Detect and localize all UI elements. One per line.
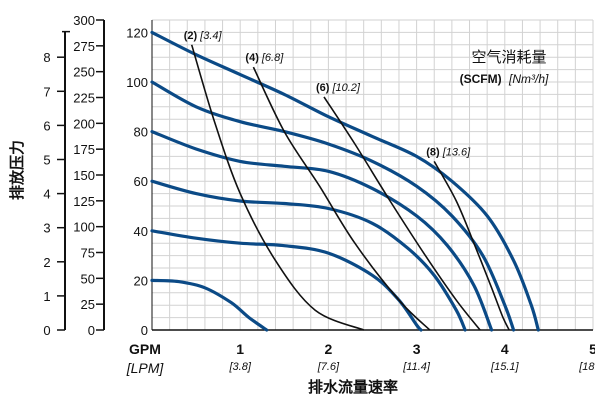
x-unit-label: GPM — [129, 341, 161, 357]
performance-curve-3 — [150, 130, 494, 332]
ft-tick-label: 175 — [73, 142, 95, 157]
x-tick-label: 3 — [413, 341, 421, 357]
performance-curve-4 — [150, 179, 467, 332]
psi-tick-label: 80 — [134, 125, 148, 140]
performance-curve-6 — [150, 278, 269, 332]
x-tick-sublabel: [15.1] — [490, 361, 519, 373]
y-axis-title: 排放压力 — [8, 140, 26, 200]
performance-curves — [150, 30, 540, 332]
air-line-4 — [433, 161, 510, 331]
psi-tick-label: 0 — [141, 323, 148, 338]
bar-tick-label: 6 — [43, 118, 50, 133]
x-tick-sublabel: [18.9] — [578, 361, 595, 373]
ft-tick-label: 100 — [73, 220, 95, 235]
ft-tick-label: 200 — [73, 116, 95, 131]
labels: (2) [3.4] (4) [6.8] (6) [10.2] (8) [13.6] — [184, 30, 471, 159]
ft-tick-label: 275 — [73, 39, 95, 54]
legend-units: (SCFM) [Nm³/h] — [460, 70, 549, 87]
air-consumption-lines — [190, 44, 510, 331]
bar-tick-label: 3 — [43, 221, 50, 236]
bar-tick-label: 0 — [43, 323, 50, 338]
bar-tick-label: 4 — [43, 187, 50, 202]
psi-tick-label: 40 — [134, 224, 148, 239]
ft-tick-label: 0 — [88, 323, 95, 338]
ft-tick-label: 150 — [73, 168, 95, 183]
performance-curve-5 — [150, 229, 423, 332]
bar-tick-label: 2 — [43, 255, 50, 270]
x-tick-label: 1 — [236, 341, 244, 357]
performance-curve-1 — [150, 30, 540, 332]
bar-tick-label: 1 — [43, 289, 50, 304]
legend-title: 空气消耗量 — [471, 48, 546, 66]
air-line-3 — [323, 96, 481, 331]
ft-tick-label: 25 — [81, 297, 95, 312]
x-tick-label: 2 — [325, 341, 333, 357]
bar-tick-label: 7 — [43, 84, 50, 99]
air-line-label-3: (6) [10.2] — [316, 82, 361, 94]
ft-tick-label: 300 — [73, 13, 95, 28]
ft-tick-label: 250 — [73, 65, 95, 80]
x-tick-label: 5 — [589, 341, 595, 357]
air-line-label-4: (8) [13.6] — [426, 146, 471, 158]
air-line-1 — [190, 44, 365, 331]
air-line-label-2: (4) [6.8] — [245, 52, 284, 64]
air-line-2 — [252, 66, 431, 331]
x-axis-title: 排水流量速率 — [308, 378, 398, 396]
psi-tick-label: 20 — [134, 273, 148, 288]
psi-tick-label: 100 — [126, 75, 148, 90]
x-tick-label: 4 — [501, 341, 509, 357]
x-tick-sublabel: [7.6] — [317, 361, 340, 373]
ft-tick-label: 50 — [81, 271, 95, 286]
ft-tick-label: 225 — [73, 91, 95, 106]
psi-tick-label: 60 — [134, 174, 148, 189]
psi-tick-label: 120 — [126, 25, 148, 40]
ft-tick-label: 125 — [73, 194, 95, 209]
axes: 0123456780255075100125150175200225250275… — [43, 13, 595, 373]
x-tick-sublabel: [11.4] — [402, 361, 431, 373]
ft-tick-label: 75 — [81, 246, 95, 261]
performance-curve-2 — [150, 80, 516, 332]
bar-tick-label: 8 — [43, 50, 50, 65]
air-line-label-1: (2) [3.4] — [184, 30, 223, 42]
x-tick-sublabel: [3.8] — [228, 361, 251, 373]
bar-tick-label: 5 — [43, 153, 50, 168]
x-unit-label-alt: [LPM] — [126, 360, 165, 376]
